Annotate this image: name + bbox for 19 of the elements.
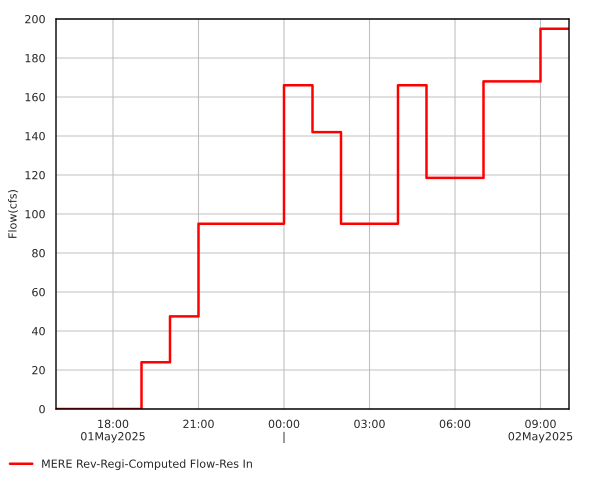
y-tick-label: 20 (32, 366, 45, 374)
y-tick-label: 0 (39, 404, 45, 414)
y-tick-label: 180 (26, 54, 45, 62)
y-tick-label: 60 (32, 288, 45, 296)
x-tick-label: 09:00 02May2025 (508, 420, 572, 443)
y-tick-label: 200 (25, 14, 45, 24)
legend-label: MERE Rev-Regi-Computed Flow-Res In (42, 459, 252, 470)
y-tick-label: 80 (32, 248, 45, 258)
y-tick-label: 40 (32, 326, 45, 336)
y-tick-label: 120 (26, 170, 45, 180)
x-tick-label: 00:00 | (268, 420, 300, 443)
y-tick-label: 140 (26, 132, 45, 140)
y-tick-label: 100 (26, 210, 45, 218)
y-tick-label: 160 (26, 92, 45, 102)
x-tick-label: 21:00 (183, 420, 214, 428)
y-axis-title: Flow(cfs) (8, 190, 18, 238)
x-tick-label: 18:00 01May2025 (81, 420, 145, 443)
x-tick-label: 06:00 (440, 420, 470, 428)
x-tick-label: 03:00 (354, 420, 385, 428)
